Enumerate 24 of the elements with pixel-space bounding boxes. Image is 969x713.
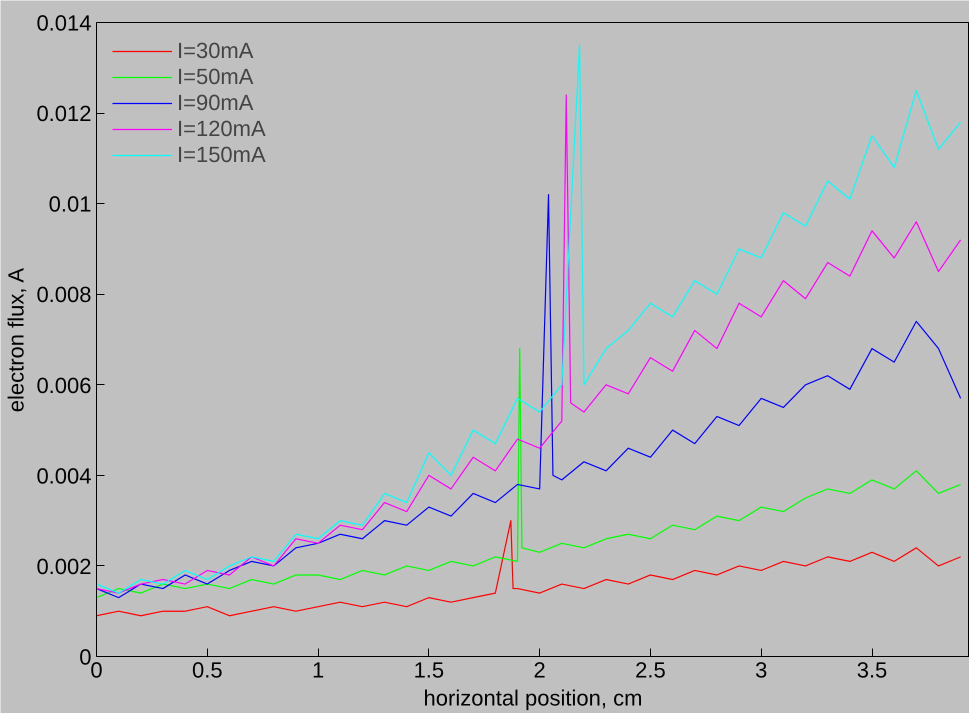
y-axis-title: electron flux, A — [3, 268, 28, 412]
y-tick-label: 0.01 — [48, 192, 92, 217]
x-tick-label: 1.5 — [414, 658, 444, 682]
x-tick-label: 3.5 — [856, 658, 888, 682]
x-tick-label: 2.5 — [635, 658, 666, 682]
y-tick-label: 0.006 — [36, 372, 92, 398]
x-tick-label: 0.5 — [192, 658, 223, 682]
y-tick-label: 0.004 — [36, 463, 92, 488]
line-series — [96, 348, 962, 598]
line-series — [96, 194, 962, 598]
y-tick-label: 0.014 — [36, 10, 92, 36]
y-tick-label: 0.012 — [36, 101, 92, 126]
x-tick-label: 1 — [312, 658, 324, 682]
legend-label: I=150mA — [177, 142, 266, 168]
legend-label: I=120mA — [177, 116, 266, 142]
legend-label: I=90mA — [177, 90, 254, 116]
y-tick-label: 0.002 — [36, 554, 92, 579]
legend-label: I=50mA — [177, 64, 254, 90]
x-axis-title: horizontal position, cm — [424, 686, 642, 710]
line-series — [96, 520, 962, 616]
x-tick-label: 2 — [534, 658, 546, 682]
x-tick-label: 3 — [755, 658, 768, 682]
y-tick-label: 0.008 — [36, 282, 92, 308]
legend-label: I=30mA — [177, 38, 254, 64]
